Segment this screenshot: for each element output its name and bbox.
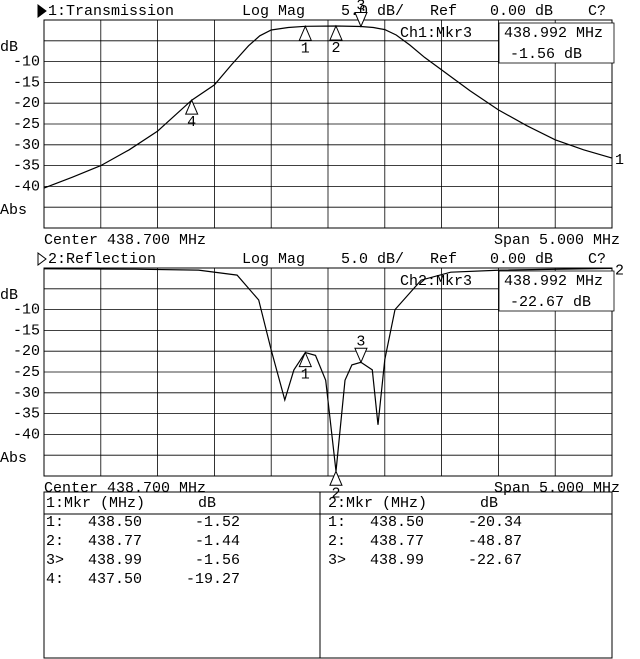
channel-indicator	[37, 252, 47, 266]
format: Log Mag	[242, 3, 305, 20]
ref-label: Ref	[430, 251, 457, 268]
table-unit: dB	[198, 495, 216, 512]
readout-value: -1.56 dB	[510, 46, 582, 63]
span-label: Span 5.000 MHz	[494, 480, 620, 497]
status: C?	[588, 3, 606, 20]
center-label: Center 438.700 MHz	[44, 232, 206, 249]
y-mode: Abs	[0, 202, 27, 219]
marker-label: 2	[331, 485, 340, 502]
readout-freq: 438.992 MHz	[504, 273, 603, 290]
status: C?	[588, 251, 606, 268]
y-tick-label: -30	[13, 137, 40, 154]
row-freq: 438.77	[370, 533, 424, 550]
ref-label: Ref	[430, 3, 457, 20]
table-title: 1:Mkr (MHz)	[46, 495, 145, 512]
ref-value: 0.00 dB	[490, 251, 553, 268]
y-tick-label: -30	[13, 385, 40, 402]
y-tick-label: -40	[13, 178, 40, 195]
trace-label: 2	[615, 262, 624, 279]
row-label: 4:	[46, 571, 64, 588]
marker	[329, 470, 343, 486]
center-label: Center 438.700 MHz	[44, 480, 206, 497]
format: Log Mag	[242, 251, 305, 268]
y-tick-label: -10	[13, 302, 40, 319]
trace-label: 1	[615, 152, 624, 169]
table-title: 2:Mkr (MHz)	[328, 495, 427, 512]
channel-title: 2:Reflection	[48, 251, 156, 268]
marker-label: 3	[356, 333, 365, 350]
y-unit: dB	[0, 287, 18, 304]
row-value: -48.87	[468, 533, 522, 550]
marker	[329, 24, 343, 41]
marker-label: 4	[187, 114, 196, 131]
channel-indicator	[37, 4, 47, 18]
row-freq: 437.50	[88, 571, 142, 588]
row-freq: 438.99	[88, 552, 142, 569]
ref-value: 0.00 dB	[490, 3, 553, 20]
active-marker	[354, 347, 368, 364]
channel-title: 1:Transmission	[48, 3, 174, 20]
row-label: 1:	[328, 514, 346, 531]
span-label: Span 5.000 MHz	[494, 232, 620, 249]
readout-box	[498, 22, 615, 64]
readout-channel: Ch2:Mkr3	[400, 273, 472, 290]
row-freq: 438.50	[88, 514, 142, 531]
row-value: -1.44	[195, 533, 240, 550]
row-label: 1:	[46, 514, 64, 531]
row-value: -19.27	[186, 571, 240, 588]
marker-label: 2	[331, 40, 340, 57]
readout-box	[498, 270, 615, 312]
y-tick-label: -20	[13, 343, 40, 360]
readout-value: -22.67 dB	[510, 294, 591, 311]
readout-channel: Ch1:Mkr3	[400, 25, 472, 42]
y-unit: dB	[0, 39, 18, 56]
row-value: -1.52	[195, 514, 240, 531]
row-freq: 438.99	[370, 552, 424, 569]
y-tick-label: -10	[13, 54, 40, 71]
y-tick-label: -25	[13, 364, 40, 381]
marker-label: 3	[356, 0, 365, 14]
row-label: 3>	[328, 552, 346, 569]
marker-label: 1	[301, 40, 310, 57]
row-value: -20.34	[468, 514, 522, 531]
row-label: 3>	[46, 552, 64, 569]
y-mode: Abs	[0, 450, 27, 467]
row-freq: 438.50	[370, 514, 424, 531]
row-label: 2:	[46, 533, 64, 550]
y-tick-label: -20	[13, 95, 40, 112]
table-unit: dB	[480, 495, 498, 512]
active-marker	[354, 11, 368, 28]
marker-label: 1	[301, 367, 310, 384]
scale: 5.0 dB/	[341, 3, 404, 20]
row-freq: 438.77	[88, 533, 142, 550]
y-tick-label: -25	[13, 116, 40, 133]
y-tick-label: -15	[13, 74, 40, 91]
marker	[184, 98, 199, 115]
row-value: -22.67	[468, 552, 522, 569]
scale: 5.0 dB/	[341, 251, 404, 268]
y-tick-label: -40	[13, 426, 40, 443]
y-tick-label: -35	[13, 406, 40, 423]
row-value: -1.56	[195, 552, 240, 569]
marker	[298, 351, 313, 368]
marker	[298, 25, 313, 41]
table-frame	[43, 491, 613, 659]
y-tick-label: -15	[13, 322, 40, 339]
y-tick-label: -35	[13, 158, 40, 175]
row-label: 2:	[328, 533, 346, 550]
readout-freq: 438.992 MHz	[504, 25, 603, 42]
